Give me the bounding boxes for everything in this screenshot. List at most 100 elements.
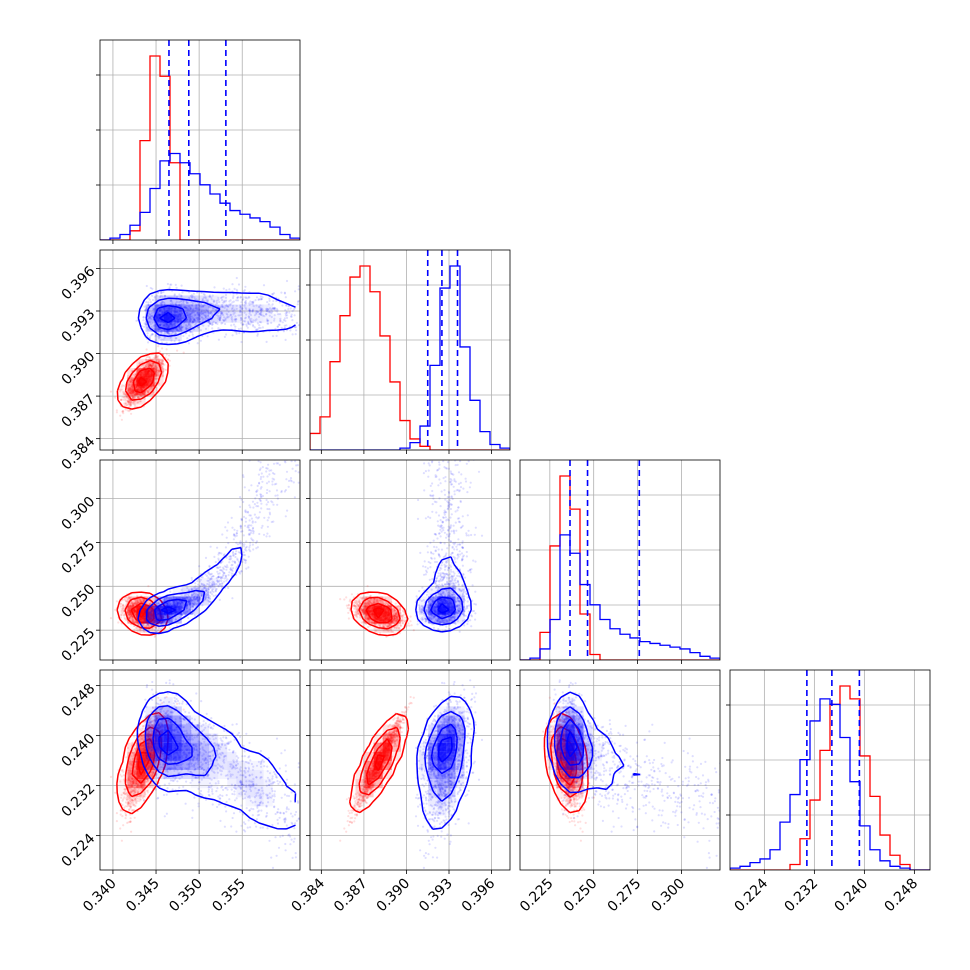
scatter-point xyxy=(152,605,155,608)
scatter-point xyxy=(151,333,154,336)
scatter-point xyxy=(218,580,221,583)
scatter-point xyxy=(125,402,128,405)
scatter-point xyxy=(128,383,131,386)
diag-panel-1 xyxy=(96,39,301,241)
scatter-point xyxy=(272,299,275,303)
scatter-point xyxy=(289,307,292,310)
scatter-point xyxy=(115,409,118,412)
scatter-point xyxy=(129,401,133,404)
scatter-point xyxy=(231,304,235,307)
scatter-point xyxy=(145,366,148,369)
scatter-point xyxy=(184,326,187,329)
scatter-point xyxy=(188,334,191,337)
scatter-point xyxy=(211,585,214,589)
scatter-point xyxy=(144,621,147,625)
scatter-point xyxy=(129,601,132,604)
scatter-point xyxy=(135,615,138,618)
scatter-point xyxy=(114,396,117,399)
scatter-point xyxy=(248,309,251,312)
scatter-point xyxy=(124,408,127,411)
scatter-point xyxy=(193,599,196,602)
scatter-point xyxy=(148,603,152,606)
scatter-point xyxy=(198,596,201,599)
scatter-point xyxy=(255,494,258,497)
scatter-point xyxy=(154,370,158,373)
scatter-point xyxy=(185,324,188,327)
scatter-point xyxy=(126,399,129,402)
scatter-point xyxy=(131,384,134,387)
scatter-point xyxy=(136,395,139,398)
scatter-point xyxy=(251,538,254,541)
scatter-point xyxy=(123,396,126,399)
scatter-point xyxy=(198,315,201,318)
scatter-point xyxy=(192,605,195,608)
scatter-point xyxy=(143,325,146,328)
scatter-point xyxy=(284,426,286,428)
scatter-point xyxy=(283,326,286,329)
density-cell xyxy=(127,614,137,624)
scatter-point xyxy=(257,315,261,318)
scatter-point xyxy=(151,363,154,366)
scatter-point xyxy=(169,283,172,286)
scatter-point xyxy=(122,390,125,394)
scatter-point xyxy=(190,315,193,318)
scatter-point xyxy=(183,305,186,309)
scatter-point xyxy=(242,323,245,326)
scatter-point xyxy=(148,313,151,316)
scatter-point xyxy=(222,318,225,321)
scatter-point xyxy=(258,320,261,324)
scatter-point xyxy=(148,614,151,617)
scatter-point xyxy=(218,318,221,321)
scatter-point xyxy=(160,338,163,341)
panel-frame xyxy=(519,459,721,661)
scatter-point xyxy=(265,467,268,470)
scatter-point xyxy=(149,611,152,614)
scatter-point xyxy=(124,599,127,603)
density-cell xyxy=(273,314,282,323)
scatter-point xyxy=(197,311,200,314)
scatter-point xyxy=(202,304,205,307)
scatter-point xyxy=(182,351,185,354)
scatter-point xyxy=(190,602,194,605)
scatter-point xyxy=(139,598,142,602)
scatter-point xyxy=(243,301,247,304)
scatter-point xyxy=(251,520,254,523)
scatter-point xyxy=(132,397,135,400)
scatter-point xyxy=(233,311,236,314)
scatter-point xyxy=(193,602,196,605)
scatter-point xyxy=(157,358,160,361)
scatter-point xyxy=(122,610,125,613)
scatter-point xyxy=(154,634,157,637)
scatter-point xyxy=(214,308,217,311)
scatter-point xyxy=(139,599,142,603)
scatter-point xyxy=(279,421,281,423)
scatter-point xyxy=(255,328,258,331)
scatter-point xyxy=(201,588,204,591)
scatter-point xyxy=(156,630,159,633)
scatter-point xyxy=(250,537,253,540)
scatter-point xyxy=(219,576,222,579)
scatter-point xyxy=(154,355,157,358)
scatter-point xyxy=(161,300,164,303)
scatter-point xyxy=(149,323,152,326)
scatter-point xyxy=(154,354,157,357)
scatter-point xyxy=(152,363,155,366)
scatter-point xyxy=(180,326,183,329)
scatter-point xyxy=(129,615,132,618)
scatter-point xyxy=(255,304,258,307)
scatter-point xyxy=(242,320,245,323)
scatter-point xyxy=(185,327,188,330)
scatter-point xyxy=(263,315,266,318)
density-cell xyxy=(163,295,173,305)
scatter-point xyxy=(144,364,147,367)
scatter-point xyxy=(157,360,161,363)
density-cell xyxy=(218,296,227,305)
scatter-point xyxy=(133,392,136,395)
scatter-point xyxy=(176,329,179,332)
scatter-point xyxy=(156,371,159,374)
scatter-point xyxy=(182,325,185,328)
scatter-point xyxy=(215,299,218,302)
scatter-point xyxy=(148,317,152,320)
scatter-point xyxy=(191,316,194,319)
scatter-point xyxy=(198,311,202,314)
